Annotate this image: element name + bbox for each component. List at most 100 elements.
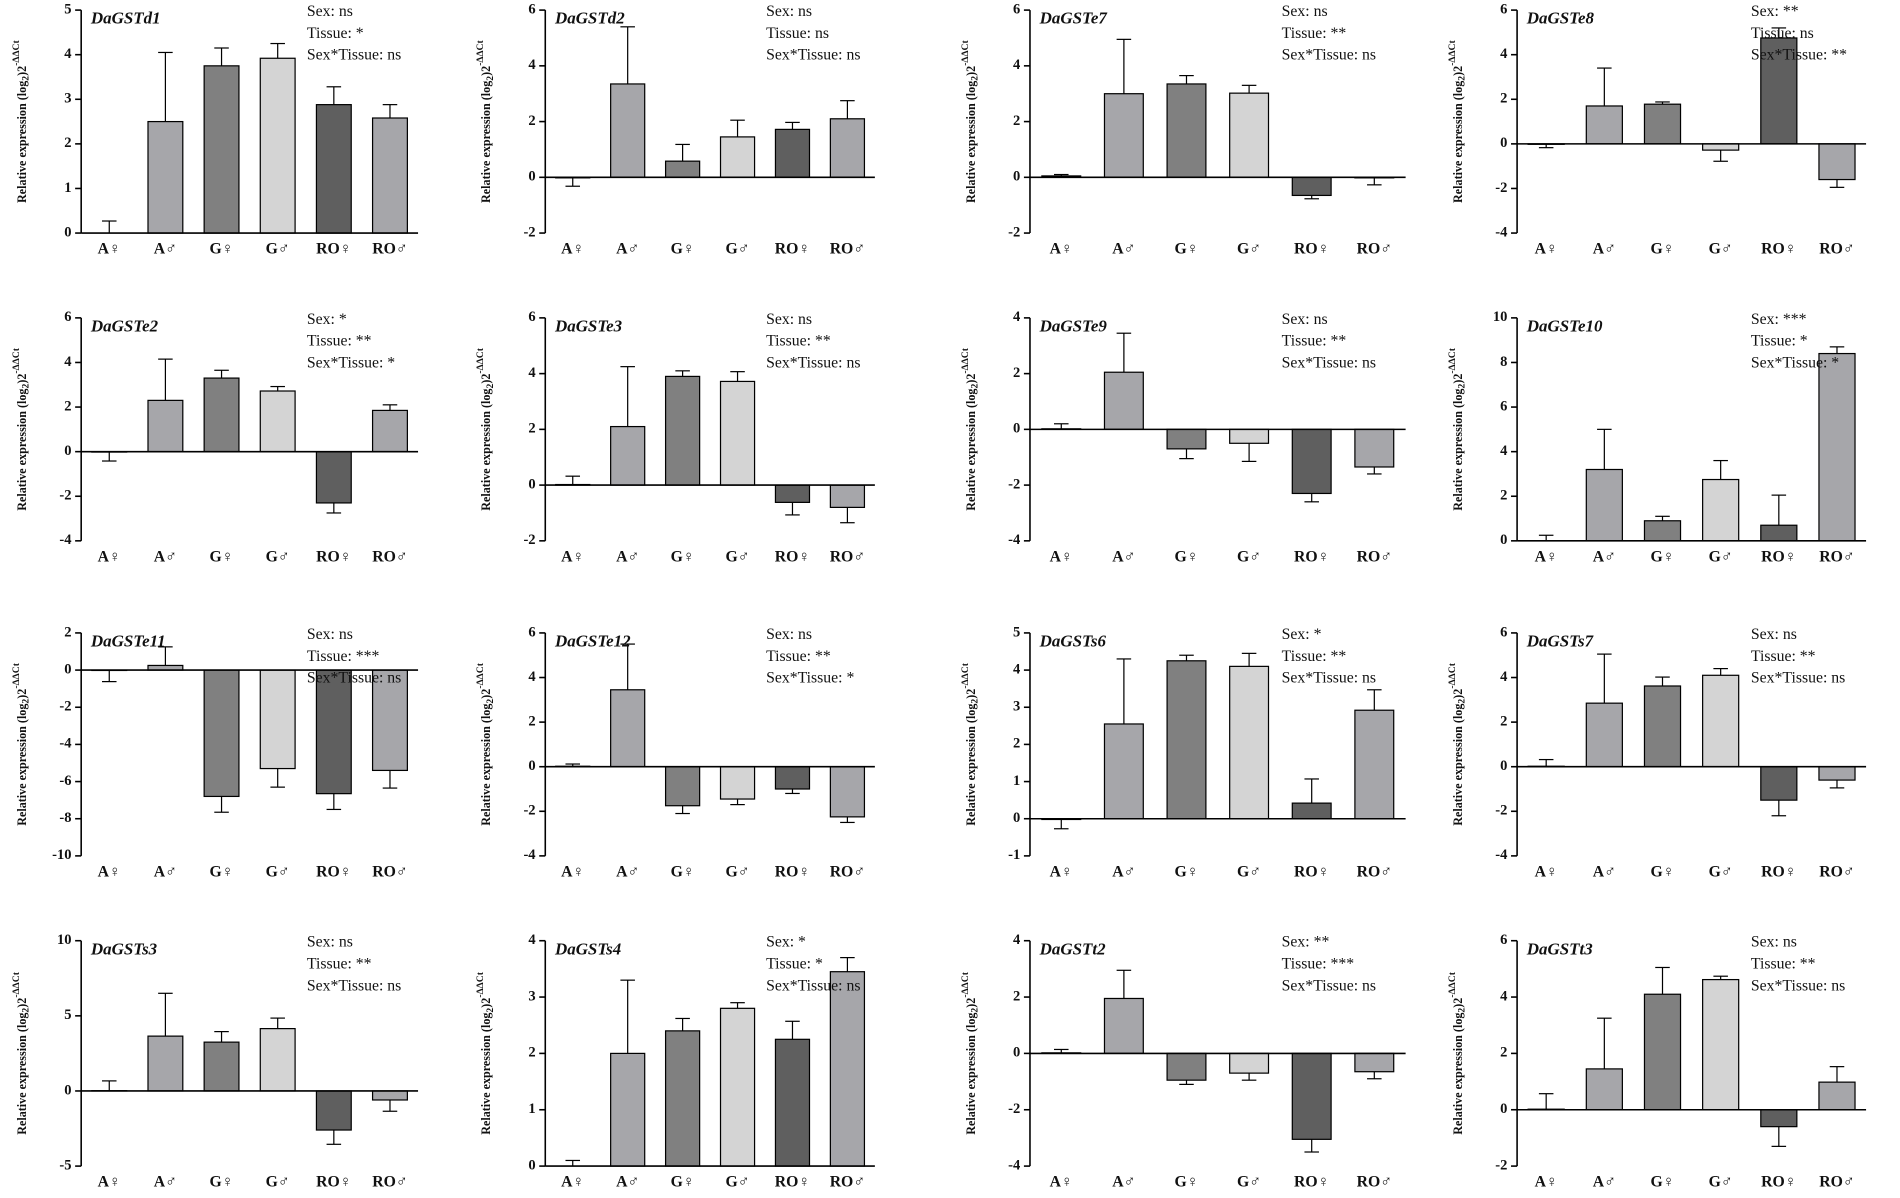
y-tick-label: -2 bbox=[1495, 803, 1507, 819]
y-label-sup: -ΔΔCt bbox=[960, 971, 971, 997]
bar bbox=[774, 766, 811, 790]
y-tick-label: -10 bbox=[52, 847, 71, 863]
y-label-sub: 2 bbox=[21, 76, 32, 81]
y-tick-label: 2 bbox=[64, 398, 71, 414]
y-tick-label: 0 bbox=[64, 443, 71, 459]
y-tick-label: 0 bbox=[528, 476, 535, 492]
bar bbox=[664, 766, 701, 807]
bar bbox=[1818, 766, 1856, 781]
bar bbox=[1229, 665, 1270, 820]
y-tick-label: -2 bbox=[1495, 1157, 1507, 1173]
annotation: Sex*Tissue: ns bbox=[1282, 355, 1376, 372]
y-label-sub: 2 bbox=[970, 76, 981, 81]
x-tick-label: G♀ bbox=[1174, 863, 1198, 880]
y-tick-label: 6 bbox=[528, 1, 535, 17]
y-tick-label: 10 bbox=[57, 932, 72, 948]
y-label-main: Relative expression (log bbox=[964, 1013, 978, 1135]
panel-title: DaGSTe10 bbox=[1526, 316, 1603, 335]
y-tick-label: 6 bbox=[528, 624, 535, 640]
x-tick-label: RO♀ bbox=[775, 1174, 810, 1191]
y-tick-label: 4 bbox=[1013, 309, 1020, 325]
panel-title: DaGSTt2 bbox=[1039, 939, 1106, 958]
bar bbox=[829, 484, 866, 508]
annotation: Sex: ns bbox=[1751, 934, 1797, 951]
y-axis-label: Relative expression (log2)2-ΔΔCt bbox=[11, 39, 32, 203]
annotation: Sex: ns bbox=[766, 311, 812, 328]
y-label-main: Relative expression (log bbox=[15, 704, 29, 826]
y-tick-label: 5 bbox=[64, 1007, 71, 1023]
y-tick-label: 1 bbox=[528, 1101, 535, 1117]
bar bbox=[315, 451, 352, 504]
y-tick-label: 0 bbox=[1500, 135, 1507, 151]
x-tick-label: RO♀ bbox=[1761, 548, 1796, 565]
y-tick-label: 4 bbox=[528, 57, 535, 73]
bar bbox=[1702, 478, 1740, 542]
y-axis-label: Relative expression (log2)2-ΔΔCt bbox=[960, 971, 981, 1135]
y-tick-label: -4 bbox=[1008, 1157, 1020, 1173]
y-tick-label: 6 bbox=[1500, 624, 1507, 640]
y-axis-label: Relative expression (log2)2-ΔΔCt bbox=[960, 347, 981, 511]
y-tick-label: 5 bbox=[64, 1, 71, 17]
bar bbox=[1818, 1081, 1856, 1111]
annotation: Sex: * bbox=[766, 934, 806, 951]
x-tick-label: G♂ bbox=[1237, 1174, 1261, 1191]
bar bbox=[1760, 1109, 1798, 1128]
x-tick-label: A♂ bbox=[616, 548, 639, 565]
y-axis-label: Relative expression (log2)2-ΔΔCt bbox=[1447, 347, 1468, 511]
x-tick-label: A♂ bbox=[1593, 241, 1616, 258]
annotation: Sex: ns bbox=[1751, 626, 1797, 643]
y-label-sup: -ΔΔCt bbox=[475, 971, 486, 997]
panel-title: DaGSTt3 bbox=[1526, 939, 1593, 958]
bar bbox=[1354, 1052, 1395, 1073]
y-label-after: )2 bbox=[479, 998, 493, 1008]
y-tick-label: 4 bbox=[1500, 988, 1507, 1004]
x-tick-label: RO♀ bbox=[316, 548, 351, 565]
annotation: Tissue: ** bbox=[766, 333, 831, 350]
y-tick-label: 2 bbox=[528, 421, 535, 437]
y-tick-label: 2 bbox=[528, 713, 535, 729]
y-tick-label: -2 bbox=[59, 699, 71, 715]
x-tick-label: RO♂ bbox=[1819, 1174, 1854, 1191]
bar bbox=[1643, 520, 1682, 542]
annotation: Sex: ns bbox=[1282, 3, 1328, 20]
annotation: Sex: ns bbox=[307, 934, 353, 951]
annotation: Sex: ns bbox=[307, 626, 353, 643]
bar bbox=[1166, 428, 1207, 450]
annotation: Tissue: ns bbox=[766, 25, 829, 42]
bar bbox=[610, 83, 646, 178]
bar bbox=[829, 118, 866, 178]
annotation: Tissue: ** bbox=[1751, 956, 1816, 973]
y-tick-label: 0 bbox=[1500, 758, 1507, 774]
x-tick-label: A♂ bbox=[1112, 241, 1135, 258]
y-label-sup: -ΔΔCt bbox=[475, 347, 486, 373]
y-label-sub: 2 bbox=[1457, 76, 1468, 81]
y-label-sup: -ΔΔCt bbox=[475, 662, 486, 688]
panel-title: DaGSTe3 bbox=[554, 316, 623, 335]
bar bbox=[147, 120, 184, 234]
bar bbox=[610, 689, 646, 768]
bar bbox=[610, 1052, 646, 1167]
bar bbox=[259, 57, 296, 234]
y-tick-label: 3 bbox=[64, 91, 71, 107]
y-tick-label: 4 bbox=[1500, 46, 1507, 62]
x-tick-label: RO♀ bbox=[775, 863, 810, 880]
x-tick-label: A♀ bbox=[561, 548, 584, 565]
x-tick-label: A♂ bbox=[154, 1174, 177, 1191]
bar bbox=[1103, 997, 1144, 1055]
panel-title: DaGSTe7 bbox=[1039, 9, 1109, 28]
y-label-after: )2 bbox=[15, 66, 29, 76]
x-tick-label: RO♀ bbox=[1294, 863, 1329, 880]
x-tick-label: A♀ bbox=[1535, 241, 1558, 258]
y-label-sup: -ΔΔCt bbox=[1447, 971, 1458, 997]
y-tick-label: 6 bbox=[1500, 1, 1507, 17]
panel-title: DaGSTd2 bbox=[554, 9, 625, 28]
x-tick-label: A♂ bbox=[154, 863, 177, 880]
x-tick-label: G♂ bbox=[1709, 548, 1733, 565]
bar bbox=[1166, 83, 1207, 178]
y-tick-label: 0 bbox=[528, 758, 535, 774]
panel-title: DaGSTs3 bbox=[90, 939, 158, 958]
